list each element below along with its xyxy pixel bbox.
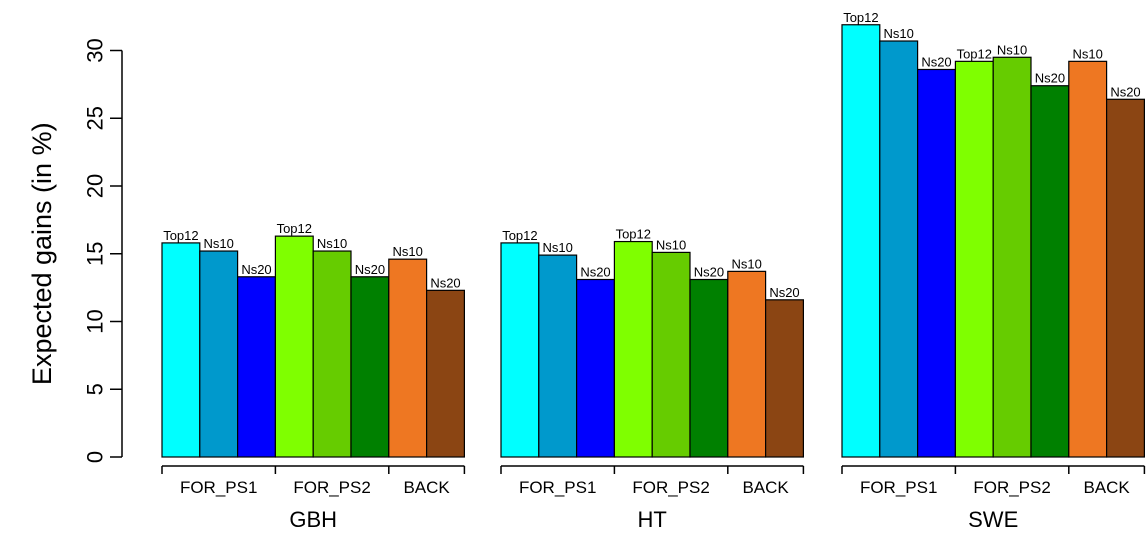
- bar-gbh-for_ps2-ns20: [350, 276, 390, 458]
- y-tick-label: 5: [83, 383, 108, 395]
- bar-label: Ns20: [769, 285, 799, 300]
- y-tick-label: 30: [83, 38, 108, 62]
- group-label: FOR_PS1: [180, 478, 257, 497]
- bar-label: Ns10: [393, 244, 423, 259]
- bar-label: Ns10: [732, 256, 762, 271]
- bar-gbh-back-ns10: [388, 258, 428, 458]
- group-label: FOR_PS2: [632, 478, 709, 497]
- y-axis: 0 5 10 15 20 25 30 Expected gains (in %): [27, 38, 123, 463]
- bar-swe-for_ps1-top12: [841, 24, 881, 458]
- bar-ht-for_ps1-top12: [500, 242, 540, 458]
- bar-label: Ns10: [997, 42, 1027, 57]
- bar-ht-back-ns20: [764, 299, 804, 458]
- group-label: BACK: [403, 478, 450, 497]
- group-label: FOR_PS2: [293, 478, 370, 497]
- bar-label: Ns20: [430, 275, 460, 290]
- bar-swe-for_ps1-ns20: [916, 68, 956, 458]
- y-tick-label: 25: [83, 106, 108, 130]
- group-label: BACK: [742, 478, 789, 497]
- bar-label: Ns20: [1035, 71, 1065, 86]
- bar-gbh-for_ps2-top12: [274, 235, 314, 458]
- group-label: BACK: [1083, 478, 1130, 497]
- bar-gbh-for_ps2-ns10: [312, 250, 352, 458]
- bar-ht-for_ps1-ns20: [575, 278, 615, 458]
- bar-gbh-for_ps1-ns20: [237, 276, 277, 458]
- bar-swe-for_ps2-ns20: [1030, 85, 1070, 458]
- bar-label: Ns20: [921, 54, 951, 69]
- panel-label: SWE: [968, 507, 1018, 532]
- panel-label: GBH: [289, 507, 337, 532]
- bar-label: Ns20: [694, 264, 724, 279]
- group-label: FOR_PS2: [973, 478, 1050, 497]
- bar-ht-for_ps2-ns20: [689, 278, 729, 458]
- bar-label: Ns20: [355, 262, 385, 277]
- bar-ht-for_ps1-ns10: [538, 254, 578, 458]
- bar-label: Ns10: [884, 26, 914, 41]
- bar-label: Ns10: [317, 236, 347, 251]
- bar-label: Top12: [277, 221, 312, 236]
- group-label: FOR_PS1: [860, 478, 937, 497]
- y-tick-label: 15: [83, 242, 108, 266]
- bar-label: Top12: [616, 227, 651, 242]
- panel-gbh: Top12 Ns10 Ns20 Top12 Ns10 Ns20 Ns10 Ns20 FOR_PS…: [161, 221, 466, 532]
- bar-label: Ns10: [656, 237, 686, 252]
- bar-label: Ns20: [241, 262, 271, 277]
- y-tick-label: 20: [83, 174, 108, 198]
- bar-label: Ns10: [1073, 46, 1103, 61]
- bar-swe-for_ps1-ns10: [879, 40, 919, 458]
- bar-gbh-for_ps1-ns10: [199, 250, 239, 458]
- panel-label: HT: [638, 507, 667, 532]
- bar-label: Ns20: [580, 264, 610, 279]
- bar-gbh-back-ns20: [426, 289, 466, 458]
- bar-label: Top12: [843, 10, 878, 25]
- y-axis-label: Expected gains (in %): [27, 122, 57, 385]
- bar-label: Top12: [957, 46, 992, 61]
- y-tick-label: 0: [83, 451, 108, 463]
- y-tick-label: 10: [83, 309, 108, 333]
- panel-ht: Top12 Ns10 Ns20 Top12 Ns10 Ns20 Ns10 Ns20 FOR_PS…: [500, 227, 805, 532]
- bar-label: Ns20: [1110, 84, 1140, 99]
- bar-ht-back-ns10: [727, 270, 767, 458]
- bar-swe-for_ps2-ns10: [992, 56, 1032, 458]
- chart-panels: Top12 Ns10 Ns20 Top12 Ns10 Ns20 Ns10 Ns20 FOR_PS…: [161, 10, 1146, 532]
- bar-swe-for_ps2-top12: [954, 60, 994, 458]
- bar-label: Ns10: [543, 240, 573, 255]
- bar-label: Top12: [502, 228, 537, 243]
- bar-ht-for_ps2-top12: [613, 240, 653, 458]
- bar-gbh-for_ps1-top12: [161, 242, 201, 458]
- bar-swe-back-ns10: [1068, 60, 1108, 458]
- panel-swe: Top12 Ns10 Ns20 Top12 Ns10 Ns20 Ns10 Ns20 FOR_PS…: [841, 10, 1146, 532]
- bar-label: Top12: [163, 228, 198, 243]
- bar-ht-for_ps2-ns10: [651, 251, 691, 458]
- bar-label: Ns10: [204, 236, 234, 251]
- group-label: FOR_PS1: [519, 478, 596, 497]
- bar-swe-back-ns20: [1105, 98, 1145, 458]
